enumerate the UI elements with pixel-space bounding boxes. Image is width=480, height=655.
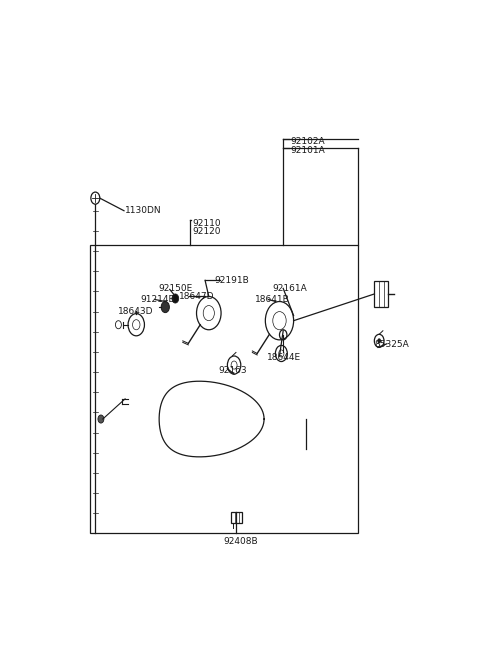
Circle shape — [98, 415, 104, 423]
Bar — [231, 512, 241, 523]
Text: 92161A: 92161A — [272, 284, 307, 293]
Text: 92102A: 92102A — [290, 137, 325, 146]
Text: 85325A: 85325A — [374, 341, 409, 349]
Bar — [90, 245, 358, 533]
Text: 18647D: 18647D — [179, 292, 215, 301]
Circle shape — [172, 294, 179, 303]
Text: 92191B: 92191B — [215, 276, 249, 285]
Text: 92120: 92120 — [192, 227, 221, 236]
Circle shape — [377, 339, 381, 343]
Text: 1130DN: 1130DN — [125, 206, 162, 215]
Text: 18644E: 18644E — [266, 352, 300, 362]
Bar — [374, 282, 388, 307]
Text: 92101A: 92101A — [290, 146, 325, 155]
Circle shape — [161, 301, 169, 312]
Text: 92110: 92110 — [192, 219, 221, 229]
Text: 92163: 92163 — [218, 365, 247, 375]
Text: 18641B: 18641B — [255, 295, 290, 304]
Text: 92408B: 92408B — [224, 536, 258, 546]
Text: 91214B: 91214B — [140, 295, 175, 304]
Text: 18643D: 18643D — [118, 307, 153, 316]
Text: 92150E: 92150E — [158, 284, 193, 293]
